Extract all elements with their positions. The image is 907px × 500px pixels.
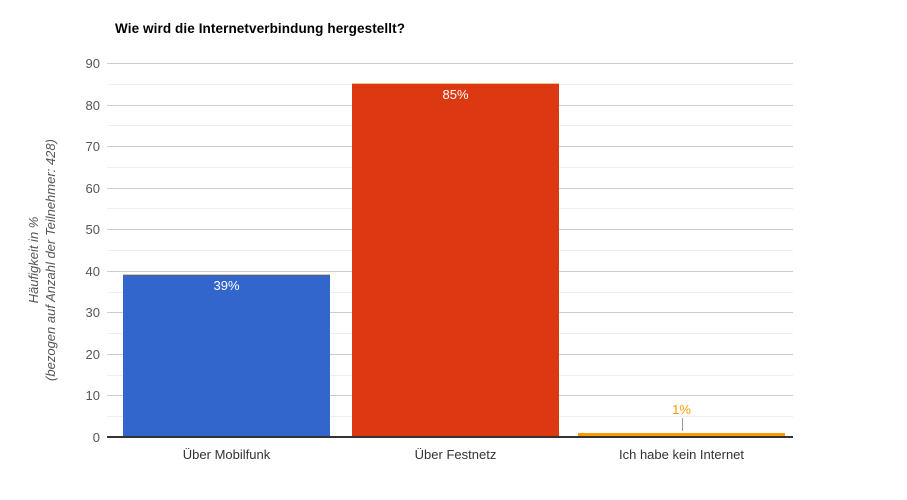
bar-1[interactable]: 39%	[123, 274, 330, 437]
y-tick-label: 20	[85, 346, 100, 362]
x-axis-category-label: Über Festnetz	[414, 447, 497, 462]
x-axis-category-label: Über Mobilfunk	[182, 447, 271, 462]
plot-area: 39% 85% 1%	[107, 63, 793, 438]
bar-value-label: 1%	[672, 402, 691, 417]
x-axis-baseline	[107, 436, 793, 438]
y-tick-label: 10	[85, 388, 100, 404]
y-tick-label: 90	[85, 56, 100, 71]
bar-2[interactable]: 85%	[352, 83, 559, 437]
y-tick-label: 30	[85, 305, 100, 321]
gridline-major	[107, 63, 793, 64]
y-axis-title-line1: Häufigkeit in %	[26, 216, 41, 304]
y-tick-label: 60	[85, 180, 100, 196]
y-tick-label: 50	[85, 222, 100, 238]
annotation-stem	[681, 418, 683, 431]
bar-value-label: 39%	[213, 278, 240, 293]
y-tick-label: 40	[85, 263, 100, 279]
y-tick-label: 0	[92, 430, 100, 445]
bar-value-label: 85%	[442, 87, 469, 102]
bar-3[interactable]	[578, 433, 785, 437]
y-tick-label: 70	[85, 139, 100, 155]
chart-title: Wie wird die Internetverbindung hergeste…	[115, 21, 406, 36]
x-axis-category-label: Ich habe kein Internet	[618, 447, 745, 462]
y-tick-label: 80	[85, 97, 100, 113]
